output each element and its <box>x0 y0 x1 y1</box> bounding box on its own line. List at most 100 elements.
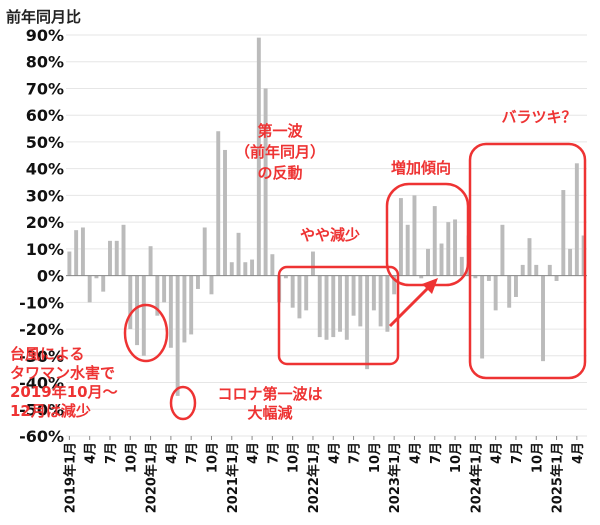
bar <box>365 275 370 370</box>
bar <box>162 275 167 303</box>
x-tick-label: 4月 <box>571 442 586 464</box>
bar <box>446 222 451 276</box>
bar <box>67 251 72 276</box>
x-tick-label: 2019年1月 <box>62 442 78 513</box>
bar <box>574 163 579 276</box>
x-tick-label: 2021年1月 <box>225 442 241 513</box>
bar <box>317 275 322 338</box>
covid-circle <box>169 385 197 421</box>
bar <box>216 131 221 276</box>
bar <box>256 37 261 276</box>
bar <box>568 248 573 276</box>
y-tick-label: 70% <box>26 79 64 98</box>
bar <box>473 275 478 279</box>
bar <box>412 195 417 276</box>
y-tick-label: 10% <box>26 240 64 259</box>
annotation-text: 台風による <box>10 345 85 363</box>
bar <box>534 264 539 276</box>
annotation-text: やや減少 <box>300 226 360 244</box>
x-tick-label: 7月 <box>266 442 281 464</box>
x-tick-label: 10月 <box>205 442 220 473</box>
bar <box>371 275 376 311</box>
bar <box>108 240 112 276</box>
bar <box>290 275 295 308</box>
bar <box>263 88 268 276</box>
y-tick-label: 60% <box>26 106 64 125</box>
x-tick-label: 4月 <box>408 442 423 464</box>
x-tick-label: 2024年1月 <box>468 442 484 513</box>
variance-box <box>468 142 587 380</box>
trend-arrow-head <box>422 278 438 294</box>
x-tick-label: 2025年1月 <box>550 442 566 513</box>
x-tick-label: 10月 <box>368 442 383 473</box>
bar <box>182 275 187 343</box>
x-tick-label: 4月 <box>327 442 342 464</box>
y-tick-label: 50% <box>26 133 64 152</box>
x-tick-label: 10月 <box>449 442 464 473</box>
bar <box>270 254 275 276</box>
bar <box>507 275 512 308</box>
bar <box>121 224 126 276</box>
bar <box>338 275 342 332</box>
bar <box>189 275 194 335</box>
bar <box>283 275 288 279</box>
bar <box>581 235 586 276</box>
bar <box>175 275 180 396</box>
x-tick-label: 4月 <box>84 442 99 464</box>
bar <box>250 259 255 276</box>
bar <box>331 275 336 338</box>
bar <box>128 275 133 330</box>
bar <box>378 275 383 327</box>
x-tick-label: 4月 <box>165 442 180 464</box>
bar <box>87 275 92 303</box>
annotation-text: 増加傾向 <box>391 159 451 177</box>
x-tick-label: 7月 <box>429 442 444 464</box>
bar <box>80 227 85 276</box>
bar <box>101 275 106 292</box>
bar <box>426 248 430 276</box>
bar <box>453 219 458 276</box>
x-tick-label: 10月 <box>124 442 139 473</box>
bar <box>405 224 410 276</box>
bar <box>229 262 234 276</box>
y-tick-label: 80% <box>26 53 64 72</box>
bar <box>459 256 464 276</box>
bar <box>236 232 241 276</box>
annotation-text: 第一波 <box>257 122 303 140</box>
y-axis-ticks: 90% 80% 70% 60% 50% 40% 30% 20% 10% 0% -10% -20% -30… <box>19 26 64 446</box>
typhoon-circle <box>123 303 169 363</box>
x-tick-label: 10月 <box>287 442 302 473</box>
x-tick-label: 2022年1月 <box>306 442 322 513</box>
bar <box>114 240 119 276</box>
bar <box>74 230 79 276</box>
annotation-text: の反動 <box>257 164 302 182</box>
bar <box>385 275 390 332</box>
slight-decrease-box <box>277 265 400 366</box>
trend-arrow-line <box>388 284 432 328</box>
bar <box>398 198 403 276</box>
bar <box>135 275 140 346</box>
y-tick-label: -10% <box>19 293 64 312</box>
bar <box>148 246 153 276</box>
bar <box>527 238 532 276</box>
x-tick-label: 4月 <box>246 442 261 464</box>
bar <box>547 264 552 276</box>
bar <box>168 275 173 348</box>
y-tick-label: 90% <box>26 26 64 45</box>
y-tick-label: -50% <box>19 400 64 419</box>
bar <box>392 275 397 295</box>
x-tick-label: 2023年1月 <box>387 442 403 513</box>
y-tick-label: 0% <box>37 267 64 286</box>
bar <box>155 275 160 316</box>
x-tick-label: 10月 <box>530 442 545 473</box>
bar <box>541 275 545 362</box>
x-tick-label: 7月 <box>348 442 363 464</box>
bar <box>223 149 227 276</box>
y-tick-label: -20% <box>19 320 64 339</box>
x-tick-label: 7月 <box>104 442 119 464</box>
x-tick-label: 2020年1月 <box>144 442 160 513</box>
bar <box>432 206 437 276</box>
annotation-text: タワマン水害で <box>10 364 115 382</box>
bar <box>439 243 444 276</box>
